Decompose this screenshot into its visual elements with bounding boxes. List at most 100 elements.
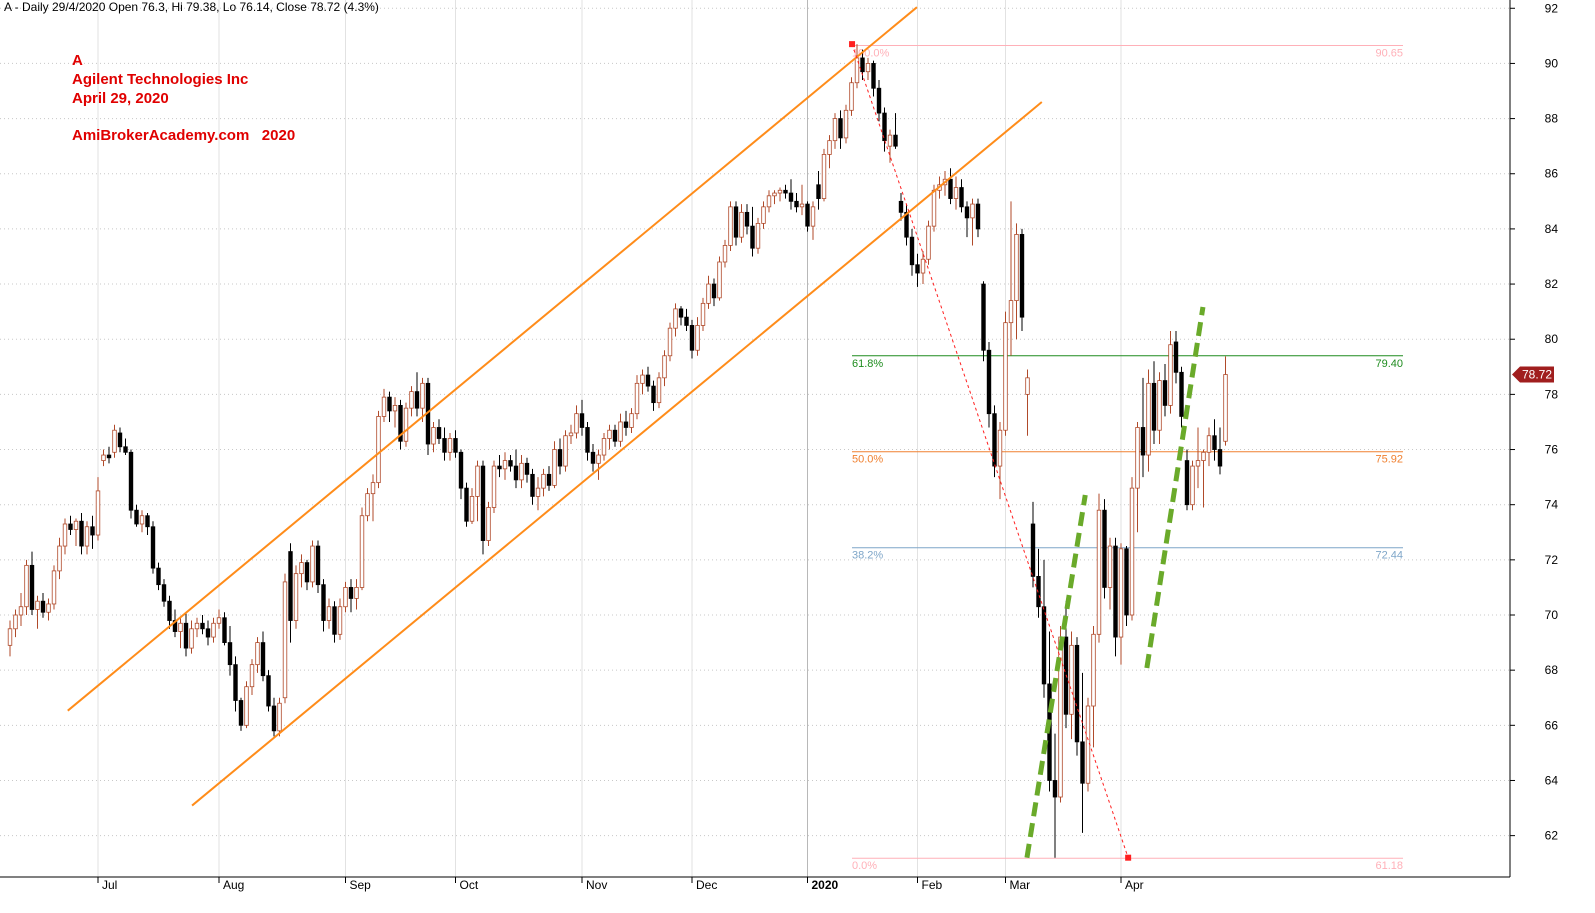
candle-body — [1212, 435, 1217, 450]
y-tick-label: 90 — [1545, 56, 1559, 70]
candle-body — [728, 206, 733, 246]
last-price-label: 78.72 — [1522, 368, 1552, 382]
candle-body — [145, 515, 150, 528]
candle-body — [722, 245, 728, 263]
candle-body — [607, 429, 612, 439]
candle-body — [1173, 341, 1179, 373]
candle-body — [1201, 451, 1206, 461]
candle-body — [821, 154, 827, 199]
candle-body — [178, 622, 183, 632]
candle-body — [662, 355, 667, 379]
candle-body — [1008, 300, 1014, 324]
candle-body — [772, 192, 777, 197]
candle-body — [541, 473, 546, 489]
candle-body — [524, 462, 530, 475]
candle-body — [717, 261, 722, 299]
x-tick-label: Jul — [102, 878, 117, 892]
candle-body — [612, 429, 618, 442]
candle-body — [403, 407, 409, 442]
candle-body — [953, 187, 959, 199]
candle-body — [986, 349, 992, 415]
candle-body — [337, 606, 343, 635]
x-tick-label: Nov — [586, 878, 607, 892]
candle-body — [359, 515, 365, 588]
candle-body — [981, 283, 986, 351]
candle-body — [1184, 460, 1190, 506]
candle-body — [535, 487, 541, 497]
candle-body — [354, 587, 359, 599]
annotation: AmiBrokerAcademy.com 2020 — [72, 127, 295, 144]
trendline — [851, 43, 1129, 858]
fib-name: 50.0% — [852, 454, 883, 466]
candle-body — [959, 187, 964, 208]
candle-body — [249, 664, 255, 688]
candle-body — [288, 551, 293, 621]
candle-body — [238, 700, 244, 726]
candle-body — [431, 427, 436, 445]
candle-body — [552, 449, 557, 486]
candle-body — [827, 140, 832, 155]
candle-body — [849, 82, 854, 111]
candle-body — [13, 614, 18, 630]
candle-body — [563, 435, 568, 467]
candle-body — [1019, 234, 1025, 318]
candle-body — [183, 622, 189, 649]
candle-body — [915, 264, 920, 274]
fib-value: 90.65 — [1375, 48, 1403, 60]
candle-body — [387, 396, 392, 412]
candle-body — [700, 302, 706, 326]
candle-body — [90, 526, 95, 536]
candle-body — [761, 206, 766, 224]
candle-body — [1206, 435, 1212, 453]
candle-body — [106, 454, 112, 459]
candle-body — [134, 509, 139, 525]
candle-body — [370, 482, 376, 495]
candle-body — [887, 134, 893, 147]
x-tick-label: 2020 — [812, 878, 839, 892]
candle-body — [783, 189, 788, 194]
candle-body — [436, 427, 442, 439]
candle-body — [299, 562, 304, 575]
candle-body — [629, 413, 634, 428]
y-tick-label: 62 — [1545, 829, 1559, 843]
candle-body — [739, 211, 744, 238]
candle-body — [68, 523, 73, 530]
candle-body — [590, 451, 596, 464]
candle-body — [882, 112, 887, 142]
y-tick-label: 92 — [1545, 1, 1559, 15]
candle-body — [750, 225, 755, 249]
candle-body — [1080, 741, 1085, 784]
y-tick-label: 86 — [1545, 167, 1559, 181]
candle-body — [964, 206, 970, 219]
candle-body — [282, 581, 288, 699]
y-tick-label: 84 — [1545, 222, 1559, 236]
candle-body — [678, 308, 684, 318]
candle-body — [326, 606, 332, 621]
fib-name: 100.0% — [852, 48, 890, 60]
candle-body — [634, 382, 640, 415]
candle-body — [222, 617, 227, 643]
trendline — [1024, 494, 1088, 859]
candle-body — [1162, 380, 1168, 406]
x-tick-label: Aug — [223, 878, 244, 892]
candle-body — [926, 225, 931, 260]
candle-body — [73, 520, 79, 530]
candle-body — [799, 203, 805, 208]
annotation: A — [72, 52, 83, 69]
candle-body — [997, 429, 1003, 467]
y-tick-label: 66 — [1545, 718, 1559, 732]
candle-body — [788, 192, 794, 202]
candle-body — [271, 705, 277, 732]
candle-body — [398, 405, 403, 442]
fib-value: 79.40 — [1375, 358, 1403, 370]
candle-body — [1195, 460, 1201, 467]
trendline-anchor — [849, 41, 856, 48]
candle-body — [304, 562, 310, 583]
candle-body — [1102, 509, 1107, 588]
candle-body — [684, 316, 689, 326]
candle-body — [458, 451, 464, 489]
candle-body — [7, 628, 13, 646]
candle-body — [35, 600, 40, 610]
candle-body — [838, 118, 843, 139]
